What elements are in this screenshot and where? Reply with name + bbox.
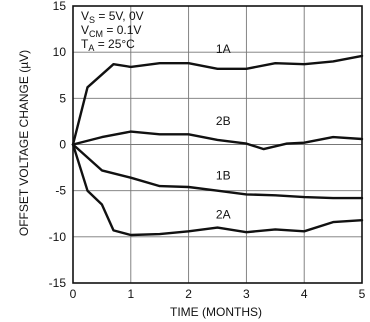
series-label-2a: 2A [216, 207, 231, 221]
x-tick-label-4: 4 [301, 287, 308, 301]
y-tick-label-3: 0 [59, 138, 66, 152]
series-label-1a: 1A [216, 42, 231, 56]
y-tick-label-5: -10 [49, 230, 67, 244]
series-line-1b [71, 143, 364, 200]
grid [73, 6, 362, 283]
series-line-2a [71, 143, 364, 237]
x-tick-label-1: 1 [127, 287, 134, 301]
condition-vs: VS = 5V, 0V [81, 9, 144, 25]
y-tick-label-6: -15 [49, 276, 67, 290]
series-line-2b [71, 130, 364, 151]
series-label-1b: 1B [216, 169, 231, 183]
y-tick-label-4: -5 [55, 184, 66, 198]
series-lines [71, 54, 364, 237]
x-tick-label-0: 0 [70, 287, 77, 301]
series-line-1a [71, 54, 364, 146]
y-tick-label-2: 5 [59, 91, 66, 105]
x-axis-ticks: 0 1 2 3 4 5 [70, 287, 366, 301]
series-label-2b: 2B [216, 114, 231, 128]
x-tick-label-5: 5 [359, 287, 366, 301]
x-axis-label: TIME (MONTHS) [170, 305, 262, 319]
y-axis-ticks: 15 10 5 0 -5 -10 -15 [49, 0, 67, 290]
x-tick-label-3: 3 [243, 287, 250, 301]
condition-vcm: VCM = 0.1V [81, 23, 141, 39]
y-axis-label: OFFSET VOLTAGE CHANGE (µV) [17, 50, 31, 236]
y-tick-label-1: 10 [53, 45, 67, 59]
series-labels: 1A 2B 1B 2A [216, 42, 231, 221]
x-tick-label-2: 2 [185, 287, 192, 301]
condition-ta: TA = 25°C [81, 37, 135, 53]
y-tick-label-0: 15 [53, 0, 67, 13]
